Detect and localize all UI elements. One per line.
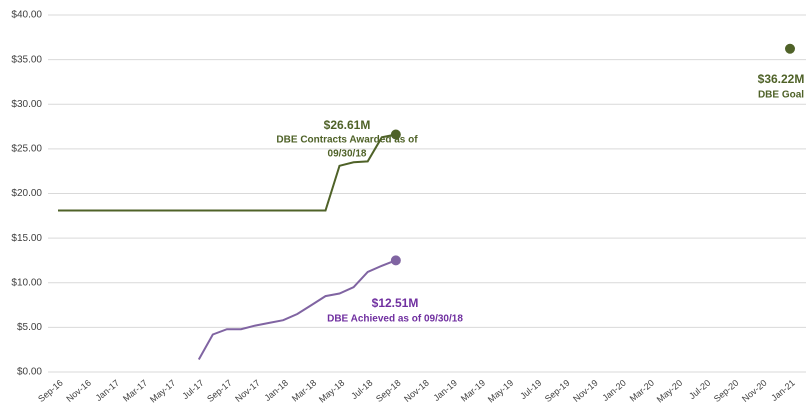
x-tick-label: May-20 bbox=[655, 378, 684, 405]
annotation: $26.61M bbox=[324, 118, 371, 132]
y-tick-label: $0.00 bbox=[17, 367, 42, 378]
y-tick-label: $35.00 bbox=[11, 54, 42, 65]
x-tick-label: Jan-20 bbox=[600, 378, 628, 403]
x-tick-label: Jan-21 bbox=[769, 378, 797, 403]
annotation: $36.22M bbox=[758, 72, 805, 86]
y-tick-label: $20.00 bbox=[11, 188, 42, 199]
end-marker bbox=[785, 43, 795, 54]
end-marker bbox=[390, 255, 401, 266]
x-tick-label: Sep-18 bbox=[374, 378, 403, 404]
x-tick-label: May-19 bbox=[486, 378, 515, 405]
x-tick-label: Sep-17 bbox=[205, 378, 234, 404]
annotation: DBE Achieved as of 09/30/18 bbox=[327, 314, 463, 325]
x-tick-label: Jan-17 bbox=[94, 378, 122, 403]
x-tick-label: Sep-20 bbox=[712, 378, 741, 404]
annotation: 09/30/18 bbox=[328, 149, 367, 160]
x-tick-label: May-17 bbox=[148, 378, 177, 405]
x-tick-label: Nov-19 bbox=[571, 378, 600, 404]
x-tick-label: Mar-20 bbox=[628, 378, 656, 404]
y-tick-label: $30.00 bbox=[11, 99, 42, 110]
annotation: $12.51M bbox=[372, 296, 419, 310]
series-line bbox=[58, 133, 396, 212]
y-tick-label: $15.00 bbox=[11, 233, 42, 244]
x-tick-label: Mar-17 bbox=[121, 378, 149, 404]
x-tick-label: Jan-18 bbox=[263, 378, 291, 403]
x-tick-label: Mar-19 bbox=[459, 378, 487, 404]
y-tick-label: $40.00 bbox=[11, 10, 42, 21]
annotation: DBE Contracts Awarded as of bbox=[276, 135, 418, 146]
y-tick-label: $5.00 bbox=[17, 322, 42, 333]
x-tick-label: Nov-20 bbox=[740, 378, 769, 404]
x-tick-label: Nov-17 bbox=[233, 378, 262, 404]
x-tick-label: Jul-20 bbox=[687, 378, 712, 401]
x-tick-label: Jul-18 bbox=[349, 378, 374, 401]
x-tick-label: Sep-19 bbox=[543, 378, 572, 404]
x-tick-label: May-18 bbox=[317, 378, 346, 405]
y-tick-label: $25.00 bbox=[11, 144, 42, 155]
x-tick-label: Nov-18 bbox=[402, 378, 431, 404]
end-marker bbox=[390, 129, 401, 140]
x-tick-label: Jan-19 bbox=[431, 378, 459, 403]
annotation: DBE Goal bbox=[758, 90, 804, 101]
x-tick-label: Sep-16 bbox=[36, 378, 65, 404]
x-tick-label: Jul-19 bbox=[518, 378, 543, 401]
x-tick-label: Mar-18 bbox=[290, 378, 318, 404]
x-tick-label: Nov-16 bbox=[64, 378, 93, 404]
series-line bbox=[197, 259, 397, 360]
x-tick-label: Jul-17 bbox=[180, 378, 205, 401]
y-tick-label: $10.00 bbox=[11, 277, 42, 288]
